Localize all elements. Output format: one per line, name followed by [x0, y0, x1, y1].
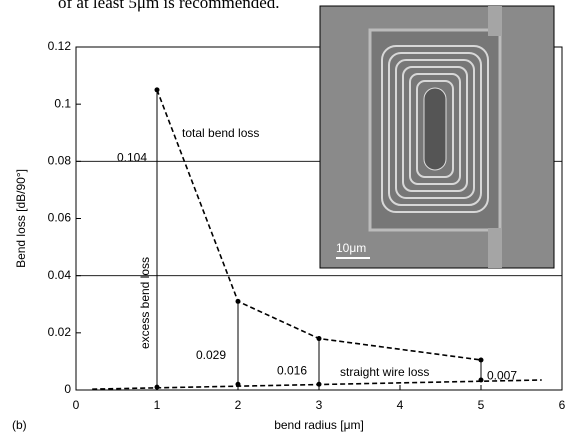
series-label: straight wire loss	[340, 365, 429, 379]
y-axis-label: Bend loss [dB/90°]	[14, 169, 28, 268]
y-tick-label: 0.08	[48, 154, 72, 168]
panel-label: (b)	[12, 418, 27, 432]
excess-label: excess bend loss	[138, 257, 152, 349]
x-tick-label: 5	[478, 398, 485, 412]
excess-base	[316, 381, 322, 387]
scale-label: 10μm	[336, 241, 366, 255]
series-line	[156, 89, 482, 361]
x-tick-label: 2	[235, 398, 242, 412]
y-tick-label: 0.12	[48, 39, 72, 53]
x-tick-label: 6	[559, 398, 566, 412]
value-label: 0.104	[117, 151, 147, 165]
text-above: of at least 5μm is recommended.	[58, 0, 280, 12]
series-label: total bend loss	[182, 126, 259, 140]
excess-base	[478, 377, 484, 383]
excess-base	[235, 381, 241, 387]
x-tick-label: 3	[316, 398, 323, 412]
y-tick-label: 0.02	[48, 325, 72, 339]
sem-inset: 10μm	[319, 5, 555, 269]
x-tick-label: 1	[154, 398, 161, 412]
y-tick-label: 0.04	[48, 268, 72, 282]
x-axis-label: bend radius [μm]	[274, 418, 364, 432]
y-tick-label: 0.06	[48, 211, 72, 225]
y-tick-label: 0	[64, 382, 71, 396]
excess-base	[154, 384, 160, 390]
value-label: 0.007	[487, 368, 517, 382]
value-label: 0.029	[196, 348, 226, 362]
x-tick-label: 0	[73, 398, 80, 412]
y-tick-label: 0.1	[54, 96, 71, 110]
value-label: 0.016	[277, 364, 307, 378]
x-tick-label: 4	[397, 398, 404, 412]
